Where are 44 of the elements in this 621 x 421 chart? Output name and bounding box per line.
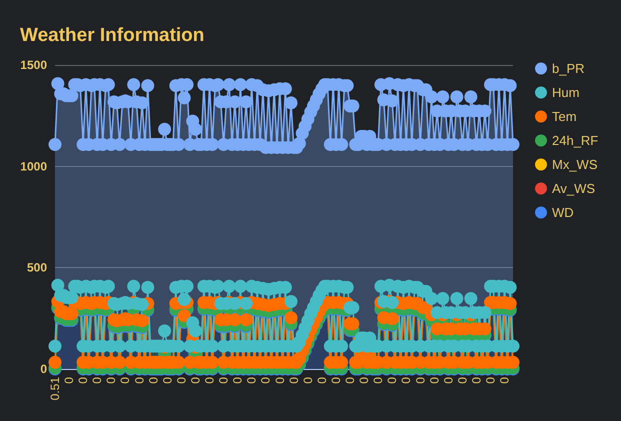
x-tick-label: 0	[76, 376, 90, 384]
y-tick-label: 500	[26, 260, 48, 275]
x-tick-label: 0	[371, 376, 386, 384]
x-tick-label: 0	[427, 376, 442, 384]
x-tick-label: 0	[174, 376, 188, 384]
x-tick-label: 0	[469, 376, 484, 384]
x-tick-label: 0	[272, 376, 287, 384]
x-tick-label: 0	[132, 376, 146, 384]
x-tick-label: 0	[188, 376, 202, 384]
x-tick-label: 0	[441, 376, 456, 384]
x-tick-label: 0	[146, 376, 160, 384]
x-tick-label: 0	[62, 376, 76, 384]
x-tick-label: 0	[385, 376, 400, 384]
x-tick-label: 0	[118, 376, 132, 384]
x-tick-label: 0	[258, 376, 273, 384]
x-tick-label: 0	[90, 376, 104, 384]
legend-label: b_PR	[552, 61, 585, 76]
legend-label: WD	[552, 205, 574, 220]
x-tick-label: 0	[216, 376, 231, 384]
chart-title: Weather Information	[20, 25, 204, 46]
legend-label: Av_WS	[552, 181, 596, 196]
legend-label: Hum	[552, 85, 580, 100]
x-tick-label: 0	[484, 376, 498, 384]
x-tick-label: 0	[357, 376, 372, 384]
x-tick-label: 0	[104, 376, 118, 384]
x-tick-label: 0	[413, 376, 428, 384]
x-tick-label: 0	[244, 376, 259, 384]
y-tick-label: 1000	[20, 159, 48, 174]
x-tick-label: 0	[230, 376, 245, 384]
x-tick-label: 0	[498, 376, 512, 384]
x-tick-label: 0	[286, 376, 301, 384]
x-tick-label: 0	[343, 376, 358, 384]
x-tick-label: 0	[399, 376, 414, 384]
x-tick-label: 0.51	[48, 376, 62, 400]
x-tick-label: 0	[455, 376, 470, 384]
legend-label: 24h_RF	[552, 133, 598, 148]
x-tick-label: 0	[202, 376, 217, 384]
legend-label: Mx_WS	[552, 157, 598, 172]
x-tick-label: 0	[328, 376, 343, 384]
x-tick-label: 0	[300, 376, 315, 384]
legend-label: Tem	[552, 109, 577, 124]
x-tick-label: 0	[160, 376, 174, 384]
x-tick-label: 0	[314, 376, 329, 384]
y-tick-label: 1500	[20, 58, 48, 72]
